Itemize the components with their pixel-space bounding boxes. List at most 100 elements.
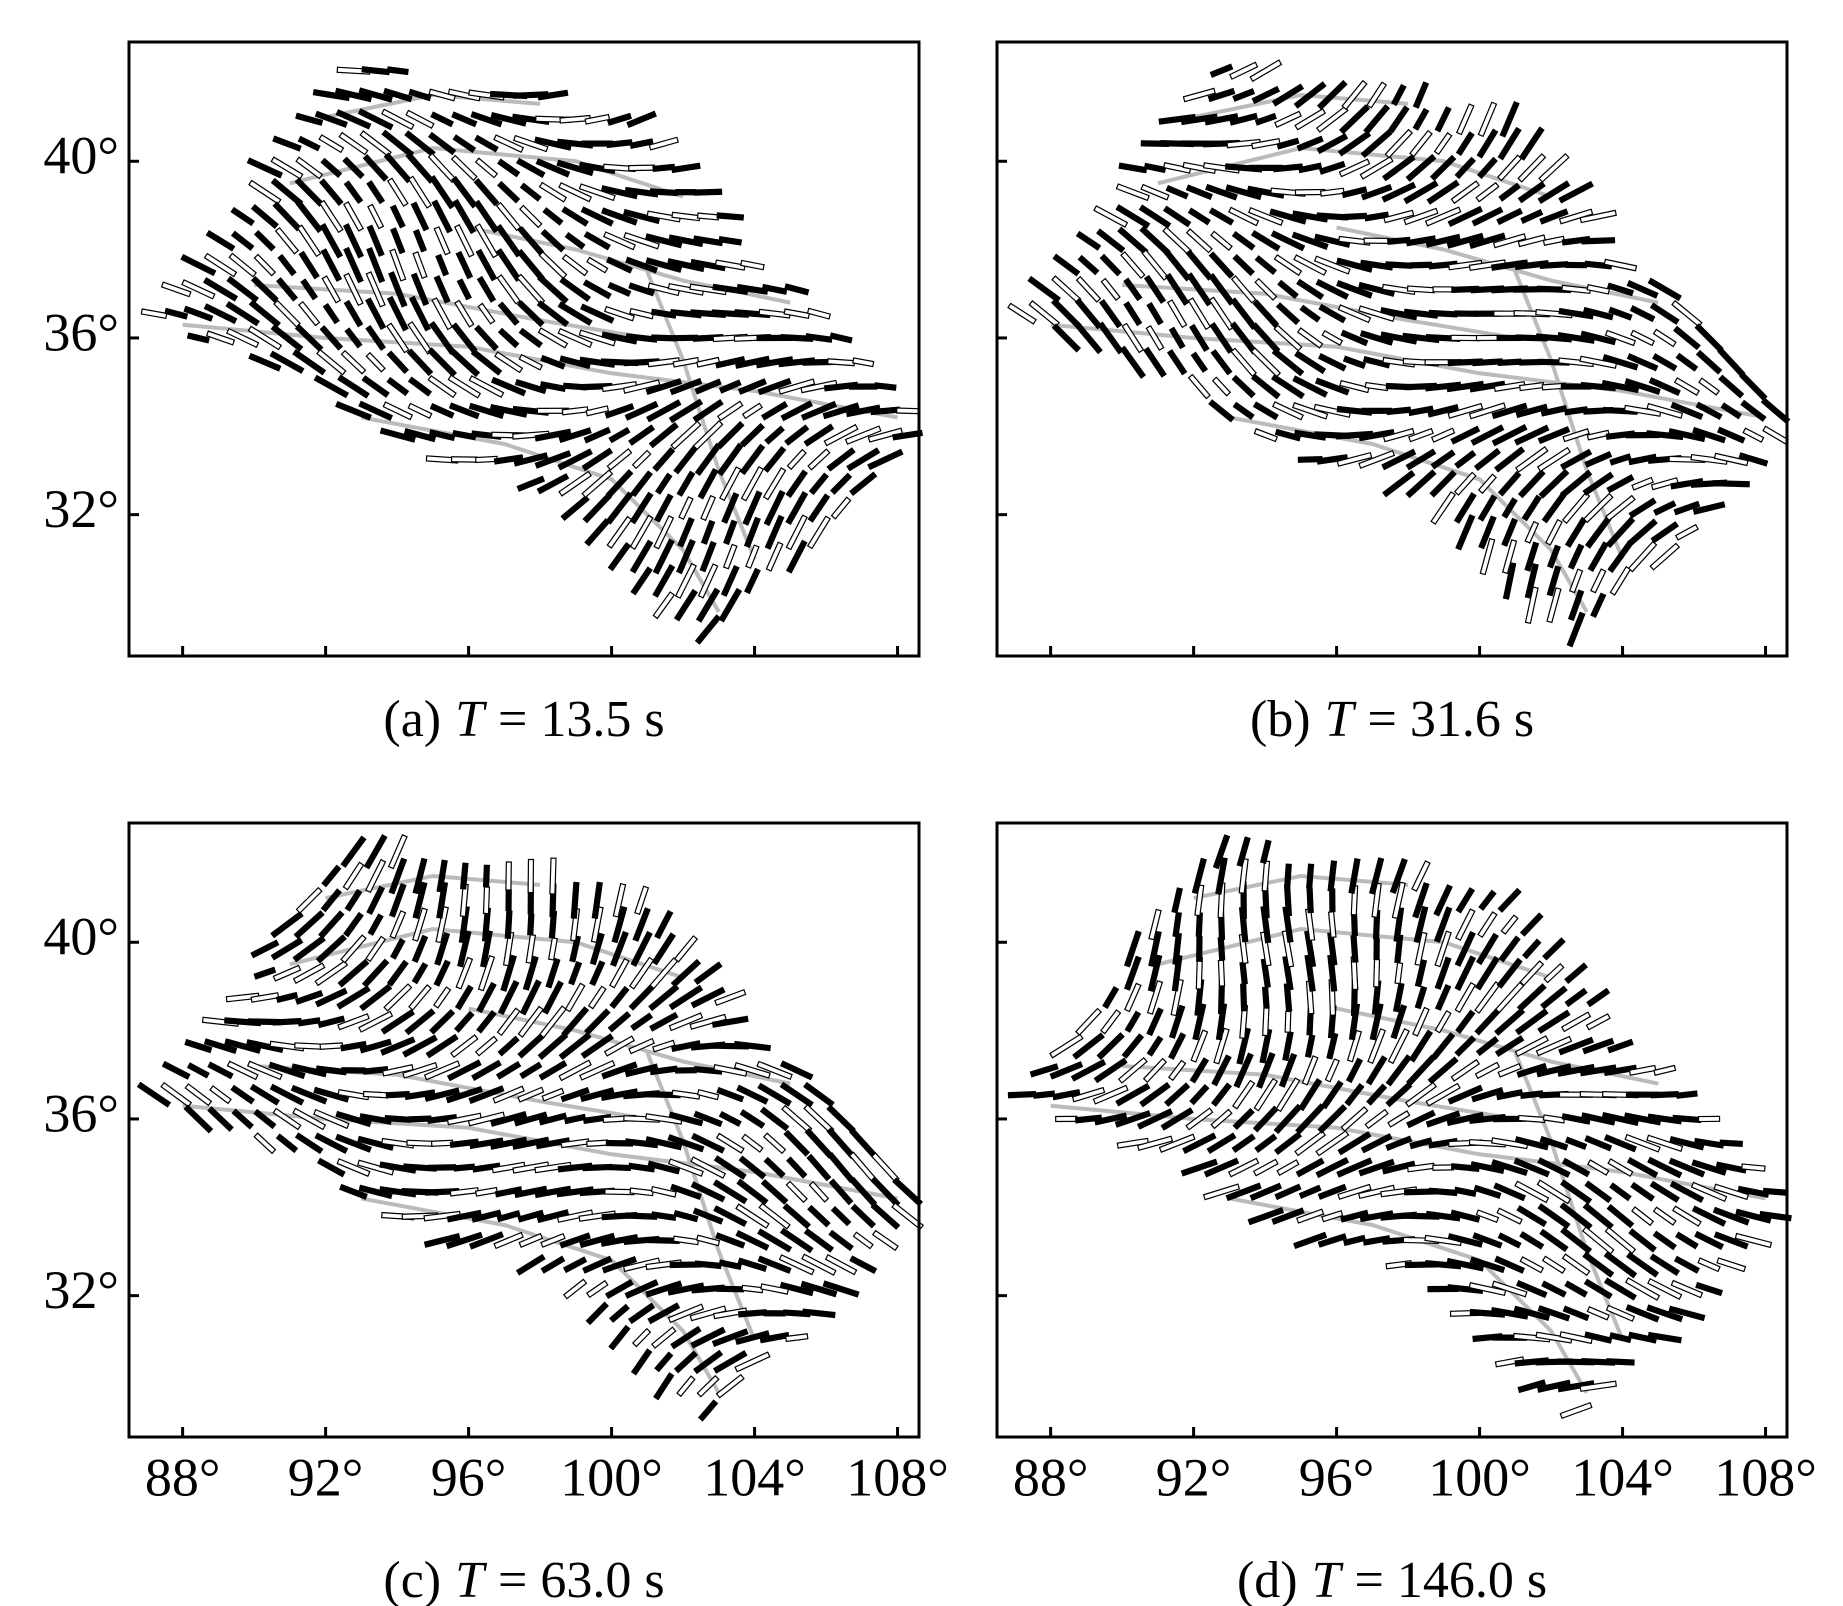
anisotropy-bar xyxy=(1190,351,1209,373)
anisotropy-bar xyxy=(1232,88,1256,102)
anisotropy-bar xyxy=(564,982,586,1013)
anisotropy-bar xyxy=(1519,1256,1545,1274)
anisotropy-bar xyxy=(474,134,499,153)
anisotropy-bar xyxy=(1408,405,1434,417)
anisotropy-bar xyxy=(1608,306,1633,321)
anisotropy-bar xyxy=(1501,539,1518,575)
anisotropy-bar xyxy=(808,472,829,496)
anisotropy-bar xyxy=(1385,261,1413,269)
anisotropy-bar xyxy=(1517,234,1546,248)
anisotropy-bar xyxy=(1228,206,1260,227)
anisotropy-bar xyxy=(1253,1077,1279,1112)
anisotropy-bar xyxy=(689,1305,727,1322)
anisotropy-bar xyxy=(849,471,878,496)
anisotropy-bar xyxy=(1469,1256,1506,1274)
anisotropy-bar xyxy=(1673,500,1701,516)
anisotropy-bar xyxy=(1454,908,1476,941)
anisotropy-bar xyxy=(1346,1029,1363,1063)
anisotropy-bar xyxy=(1446,380,1485,393)
anisotropy-bar xyxy=(1493,1182,1526,1202)
anisotropy-bar xyxy=(667,1303,705,1324)
anisotropy-bar xyxy=(1471,206,1504,227)
anisotropy-bar xyxy=(1182,1132,1217,1155)
anisotropy-bar xyxy=(434,931,451,966)
anisotropy-bar xyxy=(600,185,638,200)
anisotropy-bar xyxy=(295,990,324,1005)
anisotropy-bar xyxy=(480,930,493,968)
anisotropy-bar xyxy=(624,400,659,421)
anisotropy-bar xyxy=(1579,209,1617,224)
caption-text: = 146.0 s xyxy=(1355,1552,1548,1606)
anisotropy-bar xyxy=(1071,1086,1106,1103)
anisotropy-bar xyxy=(313,1108,350,1130)
anisotropy-bar xyxy=(1408,427,1434,443)
anisotropy-bar xyxy=(1168,1004,1186,1039)
anisotropy-bar xyxy=(343,272,364,307)
anisotropy-bar xyxy=(676,470,696,497)
anisotropy-bar xyxy=(1694,1230,1725,1250)
anisotropy-bar xyxy=(1096,228,1126,254)
anisotropy-bar xyxy=(1584,1331,1613,1344)
anisotropy-bar xyxy=(651,1211,677,1222)
anisotropy-bar xyxy=(1694,323,1724,353)
anisotropy-bar xyxy=(1180,1158,1218,1177)
anisotropy-bar xyxy=(522,955,539,991)
anisotropy-bar xyxy=(715,1373,745,1399)
anisotropy-bar xyxy=(1394,962,1404,985)
anisotropy-bar xyxy=(1387,105,1410,134)
anisotropy-bar xyxy=(711,1328,749,1347)
anisotropy-bar xyxy=(647,1302,681,1325)
anisotropy-bar xyxy=(673,588,698,622)
anisotropy-bar xyxy=(365,271,386,308)
anisotropy-bar xyxy=(1538,152,1570,183)
anisotropy-bar xyxy=(824,1254,858,1276)
anisotropy-bar xyxy=(1590,568,1607,594)
anisotropy-bar xyxy=(1734,1232,1773,1249)
anisotropy-bar xyxy=(718,235,743,246)
anisotropy-bar xyxy=(557,301,593,326)
anisotropy-bar xyxy=(674,562,697,599)
anisotropy-bar xyxy=(482,864,491,888)
anisotropy-bar xyxy=(1717,347,1746,378)
anisotropy-bar xyxy=(1278,1052,1298,1088)
anisotropy-bar xyxy=(225,327,260,349)
anisotropy-bar xyxy=(207,1061,234,1080)
anisotropy-bar xyxy=(1716,1257,1747,1273)
anisotropy-bar xyxy=(667,258,705,273)
anisotropy-bar xyxy=(648,422,679,449)
anisotropy-bar xyxy=(1358,1158,1395,1177)
anisotropy-bar xyxy=(739,1109,766,1129)
anisotropy-bar xyxy=(1494,1356,1525,1368)
anisotropy-bar xyxy=(622,379,661,394)
x-tick-label: 96° xyxy=(431,1447,507,1507)
anisotropy-bar xyxy=(1225,1182,1262,1202)
anisotropy-bar xyxy=(1446,1257,1485,1272)
anisotropy-bar xyxy=(607,281,632,297)
anisotropy-bar xyxy=(1491,423,1528,447)
anisotropy-bar xyxy=(1628,1331,1658,1344)
anisotropy-bar xyxy=(186,1062,210,1079)
anisotropy-bar xyxy=(1433,132,1453,156)
anisotropy-bar xyxy=(734,1351,771,1373)
anisotropy-bar xyxy=(742,490,763,526)
anisotropy-bar xyxy=(653,1372,675,1401)
anisotropy-bar xyxy=(402,1034,438,1058)
anisotropy-bar xyxy=(1208,399,1235,423)
anisotropy-bar xyxy=(1099,253,1122,277)
anisotropy-bar xyxy=(1434,930,1452,968)
anisotropy-bar xyxy=(410,201,430,232)
anisotropy-bar xyxy=(209,1085,232,1105)
anisotropy-bar xyxy=(1350,935,1359,963)
anisotropy-bar xyxy=(762,1132,787,1155)
anisotropy-bar xyxy=(430,111,455,128)
anisotropy-bar xyxy=(712,1179,748,1205)
anisotropy-bar xyxy=(293,910,325,940)
anisotropy-bar xyxy=(475,248,498,282)
anisotropy-bar xyxy=(713,1307,748,1320)
anisotropy-bar xyxy=(335,1133,372,1153)
anisotropy-bar xyxy=(316,1157,346,1178)
anisotropy-bar xyxy=(359,1038,392,1054)
anisotropy-bar xyxy=(497,327,520,349)
anisotropy-bar xyxy=(1478,515,1497,550)
anisotropy-bar xyxy=(1432,1164,1454,1171)
